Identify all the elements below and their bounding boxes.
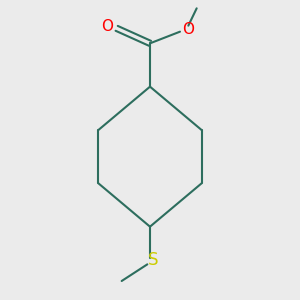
Text: O: O	[182, 22, 194, 38]
Text: S: S	[148, 251, 159, 269]
Text: O: O	[101, 19, 113, 34]
